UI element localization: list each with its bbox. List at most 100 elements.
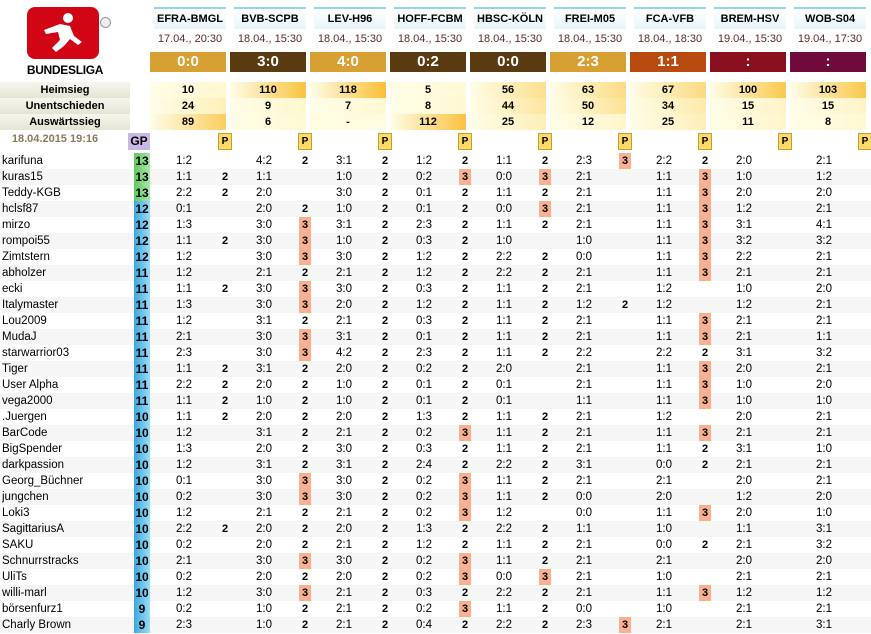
tip-value: 1:1 [256,171,272,183]
stat-home: 118 [310,82,386,98]
table-row[interactable]: Lou2009 11 1:2 3:1 2 2:1 2 0:3 2 1:1 2 2:1 1:1 3 2:1 2:… [0,313,871,329]
table-row[interactable]: Georg_Büchner 10 0:1 3:0 3 3:0 2 0:2 3 1:1 2 2:1 2:1… [0,473,871,489]
player-name[interactable]: rompoi55 [2,235,50,247]
table-row[interactable]: Italymaster 11 1:3 3:0 3 2:0 2 1:2 2 1:1 2 1:2 2 1:2 1… [0,297,871,313]
gp-header: GP [128,133,150,150]
player-name[interactable]: Italymaster [2,299,59,311]
table-row[interactable]: rompoi55 12 1:1 2 3:0 3 1:0 2 0:3 2 1:0 1:0 1:1 3 3:2 3… [0,233,871,249]
table-row[interactable]: mirzo 12 1:3 3:0 3 3:1 2 2:3 2 1:1 2 2:1 1:1 3 3:1 4:1 [0,217,871,233]
player-name[interactable]: Georg_Büchner [2,475,84,487]
table-row[interactable]: SagittariusA 10 2:2 2 2:0 2 2:0 2 1:3 2 2:2 2 1:1 1:0… [0,521,871,537]
match-name[interactable]: BREM-HSV [714,7,786,29]
tip-points: 2 [301,571,309,583]
tip-value: 2:3 [176,619,192,631]
tip-points: 2 [301,379,309,391]
match-name[interactable]: WOB-S04 [794,7,866,29]
table-row[interactable]: Loki3 10 1:2 2:1 2 2:1 2 0:2 3 1:2 0:0 1:1 3 2:0 1:0 [0,505,871,521]
player-name[interactable]: Loki3 [2,507,30,519]
player-name[interactable]: User Alpha [2,379,59,391]
table-row[interactable]: Teddy-KGB 13 2:2 2 2:0 3:0 2 0:1 2 1:1 2 2:1 1:1 3 2:0… [0,185,871,201]
match-name[interactable]: EFRA-BMGL [154,7,226,29]
table-row[interactable]: UliTs 10 0:2 2:0 2 2:0 2 0:2 3 0:0 3 2:1 1:0 2:1 2:1 [0,569,871,585]
player-name[interactable]: darkpassion [2,459,65,471]
table-row[interactable]: jungchen 10 0:2 3:0 3 3:0 2 0:2 3 1:1 2 0:0 2:0 1:2 2:… [0,489,871,505]
player-name[interactable]: MudaJ [2,331,37,343]
tip-points: 3 [459,169,471,185]
tip-value: 0:1 [416,331,432,343]
player-name[interactable]: mirzo [2,219,31,231]
match-name[interactable]: HOFF-FCBM [394,7,466,29]
table-row[interactable]: BigSpender 10 1:3 2:0 2 3:0 2 0:3 2 1:1 2 2:1 1:1 2 3:… [0,441,871,457]
tip-points: 2 [301,507,309,519]
table-row[interactable]: BarCode 10 1:2 3:1 2 2:1 2 0:2 3 1:1 2 2:1 1:1 3 2:1 2:… [0,425,871,441]
player-name[interactable]: jungchen [2,491,49,503]
table-row[interactable]: ecki 11 1:1 2 3:0 3 3:0 2 0:3 2 1:1 2 2:1 1:2 1:0 2:0 [0,281,871,297]
tip-value: 3:1 [256,459,272,471]
table-row[interactable]: börsenfurz1 9 0:2 1:0 2 2:1 2 0:2 3 1:1 2 0:0 1:0 2:1… [0,601,871,617]
player-name[interactable]: karifuna [2,155,43,167]
table-row[interactable]: willi-marl 10 1:2 3:0 3 2:1 2 0:3 2 2:2 2 2:1 1:1 3 1:… [0,585,871,601]
player-name[interactable]: börsenfurz1 [2,603,63,615]
tip-value: 1:1 [656,171,672,183]
table-row[interactable]: vega2000 11 1:1 2 1:0 2 1:0 2 0:1 2 0:1 1:1 1:1 3 1:0 1… [0,393,871,409]
table-row[interactable]: hclsf87 12 0:1 2:0 2 1:0 2 0:1 2 0:0 3 2:1 1:1 3 1:2 2:… [0,201,871,217]
match-date: 19.04., 17:30 [797,33,863,45]
match-column: BREM-HSV 19.04., 15:30: 100 15 11 [710,0,790,150]
table-row[interactable]: karifuna 13 1:2 4:2 2 3:1 2 1:2 2 1:1 2 2:3 3 2:2 2 2:0… [0,153,871,169]
table-row[interactable]: .Juergen 10 1:1 2 2:0 2 2:0 2 1:3 2 1:1 2 2:1 1:2 2:0 2… [0,409,871,425]
player-name[interactable]: BigSpender [2,443,63,455]
match-column: HBSC-KÖLN 18.04., 15:30 0:0 56 44 25 [470,0,550,150]
player-name[interactable]: .Juergen [2,411,47,423]
player-name[interactable]: UliTs [2,571,27,583]
match-name[interactable]: LEV-H96 [314,7,386,29]
table-row[interactable]: starwarrior03 11 2:3 3:0 3 4:2 2 2:3 2 1:1 2 2:2 2:2… [0,345,871,361]
table-row[interactable]: kuras15 13 1:1 2 1:1 1:0 2 0:2 3 0:0 3 2:1 1:1 3 1:0 1:… [0,169,871,185]
player-name[interactable]: Lou2009 [2,315,47,327]
match-name[interactable]: HBSC-KÖLN [474,7,546,29]
tip-value: 2:4 [416,459,432,471]
tip-value: 3:2 [816,347,832,359]
tip-value: 0:1 [416,187,432,199]
tip-value: 2:0 [736,507,752,519]
table-row[interactable]: Charly Brown 9 2:3 1:0 2 2:1 2 0:4 2 2:2 2 2:3 3 2:1 2… [0,617,871,633]
table-row[interactable]: User Alpha 11 2:2 2 2:0 2 1:0 2 0:1 2 0:1 2:1 1:1 3 1:… [0,377,871,393]
player-name[interactable]: ecki [2,283,23,295]
table-row[interactable]: darkpassion 10 1:2 3:1 2 3:1 2 2:4 2 2:2 2 3:1 0:0 2 2… [0,457,871,473]
tip-value: 0:2 [176,491,192,503]
player-name[interactable]: Charly Brown [2,619,72,631]
table-row[interactable]: Tiger 11 1:1 2 3:1 2 2:0 2 0:2 2 2:0 2:1 1:1 3 2:0 2:1 [0,361,871,377]
tip-value: 1:1 [656,187,672,199]
tip-points: 2 [541,331,549,343]
tip-value: 2:0 [736,155,752,167]
match-name[interactable]: FCA-VFB [634,7,706,29]
tip-value: 1:3 [416,523,432,535]
table-row[interactable]: Schnurrstracks 10 2:1 3:0 3 3:0 2 0:2 3 1:1 2 2:1 2:… [0,553,871,569]
player-name[interactable]: hclsf87 [2,203,39,215]
tip-value: 1:1 [656,443,672,455]
player-name[interactable]: kuras15 [2,171,43,183]
player-name[interactable]: abholzer [2,267,47,279]
tip-value: 0:2 [416,491,432,503]
player-name[interactable]: Tiger [2,363,28,375]
tip-points: 2 [221,171,229,183]
player-name[interactable]: Zimtstern [2,251,50,263]
tip-value: 3:0 [256,475,272,487]
player-name[interactable]: Teddy-KGB [2,187,61,199]
tip-points: 2 [381,523,389,535]
match-name[interactable]: FREI-M05 [554,7,626,29]
table-row[interactable]: MudaJ 11 2:1 3:0 3 3:1 2 0:1 2 1:1 2 2:1 1:1 3 2:1 1:1 [0,329,871,345]
table-row[interactable]: abholzer 11 1:2 2:1 2 2:1 2 1:2 2 2:2 2 2:1 1:1 3 2:1 2… [0,265,871,281]
match-result: : [710,52,786,72]
tip-points: 2 [461,523,469,535]
player-name[interactable]: SagittariusA [2,523,65,535]
player-name[interactable]: SAKU [2,539,34,551]
player-name[interactable]: starwarrior03 [2,347,70,359]
table-row[interactable]: Zimtstern 12 1:2 3:0 3 3:0 2 1:2 2 2:2 2 0:0 1:1 3 2:2… [0,249,871,265]
player-name[interactable]: Schnurrstracks [2,555,79,567]
table-row[interactable]: SAKU 10 0:2 2:0 2 2:1 2 1:2 2 1:1 2 2:1 0:0 2 2:1 3:2 [0,537,871,553]
match-name[interactable]: BVB-SCPB [234,7,306,29]
tip-value: 2:2 [176,523,192,535]
player-name[interactable]: vega2000 [2,395,53,407]
player-name[interactable]: willi-marl [2,587,47,599]
player-name[interactable]: BarCode [2,427,48,439]
